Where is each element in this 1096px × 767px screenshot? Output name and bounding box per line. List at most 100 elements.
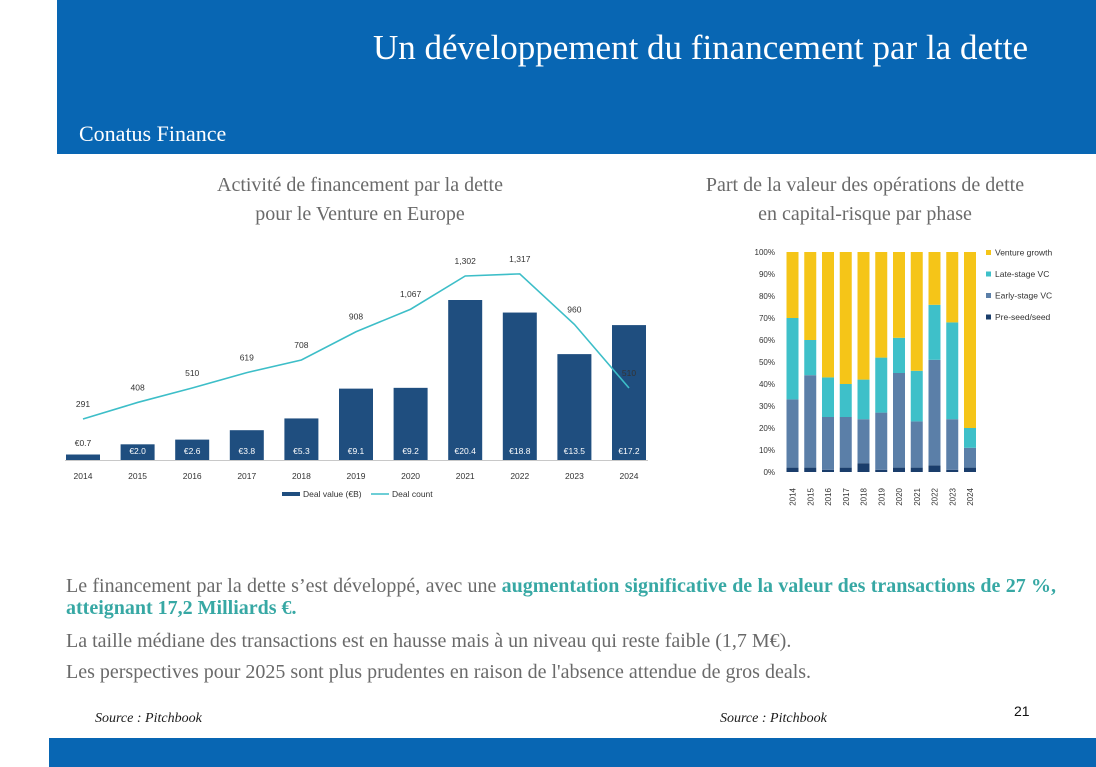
deal-value-label: €5.3 — [293, 446, 310, 456]
x-tick-label: 2021 — [456, 471, 475, 481]
deal-value-label: €2.0 — [129, 446, 146, 456]
deal-count-label: 291 — [76, 399, 90, 409]
y-tick-label: 20% — [759, 424, 775, 433]
x-tick-label: 2024 — [620, 471, 639, 481]
stacked-bar-segment — [910, 467, 923, 472]
stacked-bar-segment — [875, 252, 888, 358]
x-tick-label: 2018 — [292, 471, 311, 481]
stacked-bar-segment — [946, 419, 959, 470]
stacked-bar-segment — [786, 318, 799, 400]
x-tick-label: 2017 — [237, 471, 256, 481]
stacked-bar-segment — [893, 252, 905, 338]
source-left: Source : Pitchbook — [95, 711, 202, 726]
deal-value-bar — [66, 454, 100, 460]
deal-count-label: 1,317 — [509, 254, 531, 264]
legend-label: Early-stage VC — [995, 291, 1052, 301]
deal-count-line — [82, 273, 630, 420]
header-band: Un développement du financement par la d… — [57, 0, 1096, 154]
body-paragraph-1-text: Le financement par la dette s’est dévelo… — [66, 575, 502, 597]
stacked-bar-segment — [946, 252, 959, 323]
stacked-bar-segment — [839, 384, 852, 417]
stacked-bar-segment — [893, 337, 905, 373]
y-tick-label: 60% — [759, 336, 775, 345]
stacked-bar-segment — [822, 377, 834, 417]
stacked-bar-segment — [839, 467, 852, 472]
x-tick-label: 2023 — [565, 471, 584, 481]
deal-value-label: €9.1 — [348, 446, 365, 456]
deal-count-label: 908 — [349, 312, 363, 322]
legend-label: Pre-seed/seed — [995, 312, 1051, 322]
legend-swatch — [986, 314, 991, 320]
deal-count-label: 960 — [567, 304, 581, 314]
stacked-bar-segment — [875, 412, 888, 470]
stacked-bar-segment — [857, 379, 870, 420]
legend-swatch — [986, 271, 991, 277]
x-tick-label: 2023 — [948, 487, 957, 505]
x-tick-label: 2016 — [824, 487, 833, 505]
x-tick-label: 2016 — [183, 471, 202, 481]
x-tick-label: 2022 — [510, 471, 529, 481]
deal-value-label: €3.8 — [239, 446, 256, 456]
stacked-bar-segment — [839, 417, 852, 468]
stacked-bar-segment — [786, 399, 799, 468]
deal-value-bar — [339, 388, 373, 460]
deal-value-bar — [120, 444, 155, 460]
stacked-bar-segment — [928, 465, 941, 472]
chart1-title: Activité de financement par la dette pou… — [150, 171, 570, 229]
deal-value-bar — [612, 325, 646, 460]
page-title: Un développement du financement par la d… — [372, 28, 1028, 67]
legend-label: Venture growth — [995, 248, 1052, 258]
stacked-bar-segment — [857, 252, 870, 380]
stacked-bar-segment — [910, 370, 923, 422]
stacked-bar-segment — [786, 467, 799, 472]
stacked-bar-segment — [875, 357, 888, 413]
y-tick-label: 90% — [759, 270, 775, 279]
stacked-bar-segment — [928, 252, 941, 305]
stacked-bar-segment — [928, 304, 941, 360]
stacked-bar-segment — [857, 463, 870, 472]
stacked-bar-segment — [822, 417, 834, 470]
deal-count-label: 619 — [240, 353, 254, 363]
stacked-bar-segment — [928, 359, 941, 466]
stacked-bar-segment — [964, 467, 976, 472]
x-tick-label: 2020 — [895, 487, 904, 505]
legend-swatch — [986, 293, 991, 298]
deal-value-label: €9.2 — [402, 446, 419, 456]
body-paragraph-1: Le financement par la dette s’est dévelo… — [66, 575, 1056, 619]
stacked-bar-segment — [822, 469, 834, 472]
deal-value-bar — [502, 312, 537, 460]
deal-value-label: €13.5 — [564, 446, 586, 456]
y-tick-label: 40% — [759, 380, 775, 389]
body-paragraph-2: La taille médiane des transactions est e… — [66, 630, 792, 652]
y-tick-label: 10% — [759, 446, 775, 455]
deal-value-label: €20.4 — [455, 446, 477, 456]
deal-value-bar — [557, 354, 592, 460]
stacked-bar-segment — [946, 469, 959, 472]
deal-count-label: 1,067 — [400, 289, 422, 299]
body-paragraph-1-highlight: augmentation significative de la valeur … — [66, 575, 1056, 619]
stacked-bar-segment — [964, 428, 976, 448]
footer-band — [49, 738, 1096, 767]
x-tick-label: 2019 — [877, 487, 886, 505]
x-tick-label: 2014 — [789, 487, 798, 505]
deal-count-label: 408 — [131, 382, 145, 392]
stacked-bar-segment — [839, 252, 852, 384]
stacked-bar-segment — [946, 322, 959, 420]
deal-count-label: 1,302 — [455, 256, 477, 266]
x-tick-label: 2015 — [806, 487, 815, 505]
deal-value-label: €2.6 — [184, 446, 201, 456]
x-tick-label: 2019 — [347, 471, 366, 481]
stacked-bar-segment — [857, 419, 870, 464]
legend-swatch — [986, 250, 991, 255]
deal-value-bar — [175, 439, 210, 460]
y-tick-label: 50% — [759, 358, 775, 367]
chart2-title: Part de la valeur des opérations de dett… — [660, 171, 1070, 229]
chart2-title-line1: Part de la valeur des opérations de dett… — [705, 174, 1025, 196]
x-tick-label: 2022 — [931, 487, 940, 505]
chart2-title-line2: en capital-risque par phase — [758, 203, 972, 225]
deal-value-label: €0.7 — [75, 438, 92, 448]
y-tick-label: 80% — [759, 292, 775, 301]
deal-value-bar — [284, 418, 319, 460]
legend-swatch-deal-value — [282, 492, 300, 496]
